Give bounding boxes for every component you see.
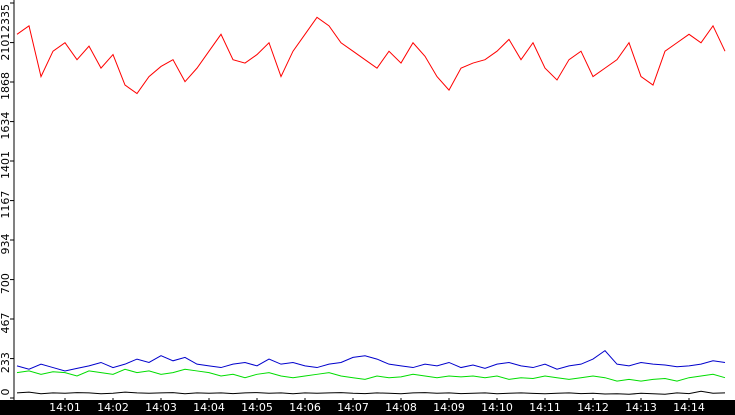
x-tick-label: 14:07 (337, 401, 369, 414)
x-tick-label: 14:01 (49, 401, 81, 414)
x-tick-label: 14:12 (577, 401, 609, 414)
series-line (16, 16, 726, 95)
x-tick-label: 14:04 (193, 401, 225, 414)
y-tick-label: 1868 (0, 72, 12, 100)
x-tick-label: 14:11 (529, 401, 561, 414)
x-tick-label: 14:10 (481, 401, 513, 414)
y-tick-label: 934 (0, 234, 12, 255)
y-tick-label: 1167 (0, 191, 12, 219)
x-tick-label: 14:08 (385, 401, 417, 414)
x-tick-label: 14:03 (145, 401, 177, 414)
x-axis-bar (0, 400, 735, 415)
y-tick-label: 467 (0, 313, 12, 334)
y-tick-label: 1634 (0, 112, 12, 140)
x-tick-label: 14:13 (625, 401, 657, 414)
x-tick-label: 14:09 (433, 401, 465, 414)
y-tick-label: 700 (0, 273, 12, 294)
x-tick-label: 14:05 (241, 401, 273, 414)
series-line (16, 349, 726, 372)
y-tick-label: 1401 (0, 151, 12, 179)
x-tick-label: 14:02 (97, 401, 129, 414)
x-tick-label: 14:14 (673, 401, 705, 414)
series-line (16, 390, 726, 395)
y-tick-label: 233 (0, 352, 12, 373)
series-line (16, 368, 726, 382)
y-tick-label: 0 (0, 389, 12, 396)
y-tick-label: 2335 (0, 4, 12, 32)
y-tick-label: 2101 (0, 33, 12, 61)
x-tick-label: 14:06 (289, 401, 321, 414)
